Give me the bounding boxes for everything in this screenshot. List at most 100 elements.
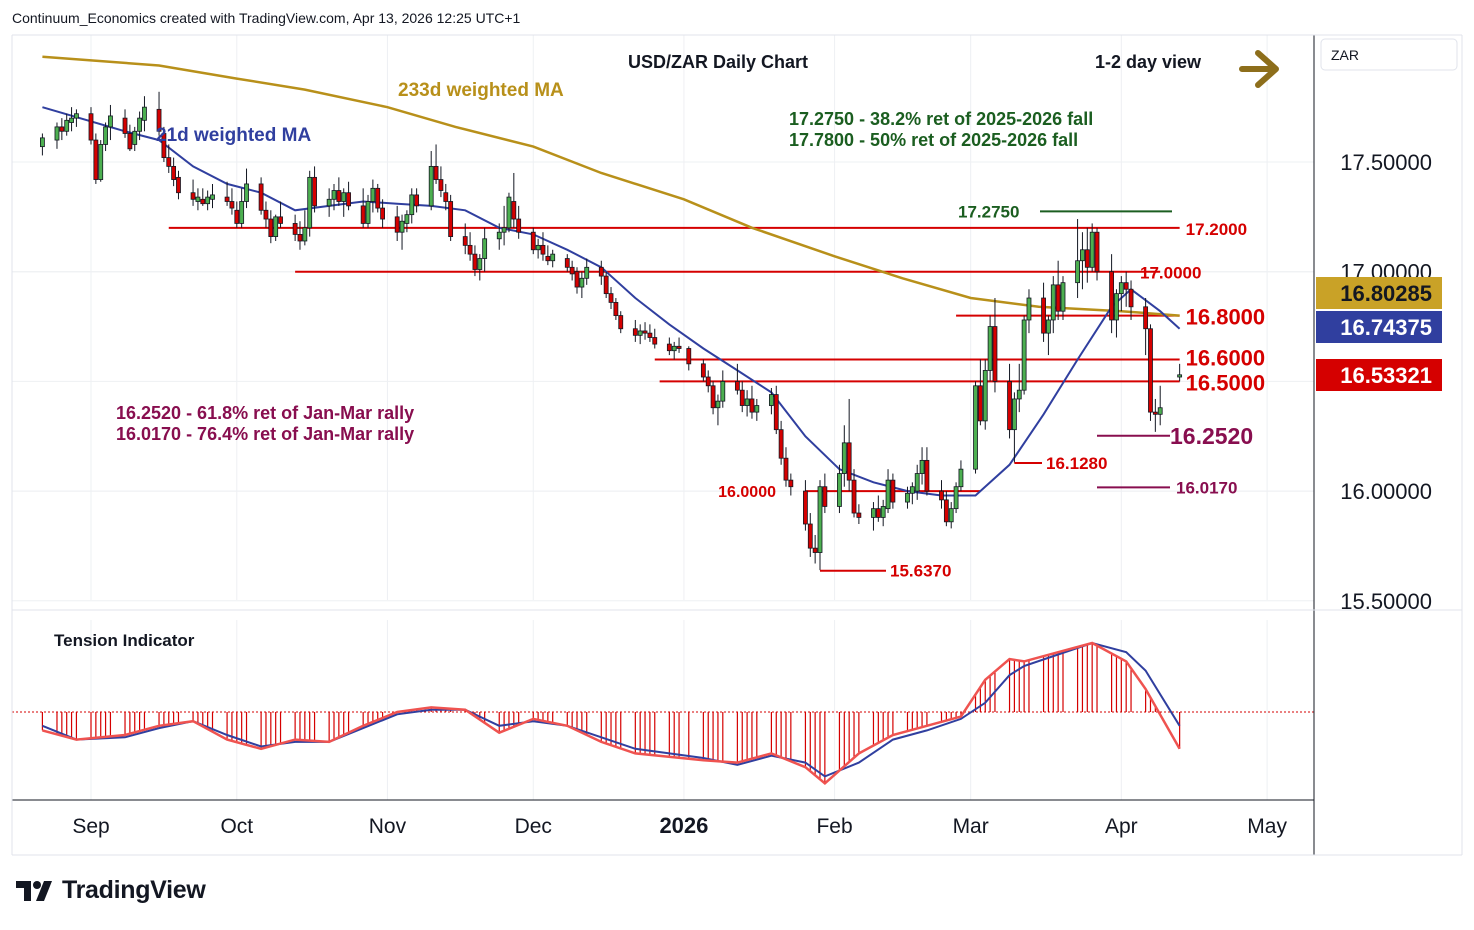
candle bbox=[394, 205, 400, 241]
candle bbox=[326, 188, 332, 217]
candle-body bbox=[749, 398, 755, 413]
chart-attribution: Continuum_Economics created with Trading… bbox=[12, 10, 521, 26]
candle-body bbox=[234, 209, 240, 224]
tension-fast-line bbox=[42, 641, 1181, 785]
candle-body bbox=[307, 176, 313, 229]
ma233-line bbox=[42, 55, 1180, 317]
candle bbox=[108, 104, 113, 141]
candle-body bbox=[428, 165, 434, 207]
candle bbox=[603, 271, 609, 299]
candle-body bbox=[88, 113, 94, 141]
x-tick-label: Dec bbox=[515, 815, 552, 838]
candle-body bbox=[890, 479, 896, 503]
y-tick-label: 16.00000 bbox=[1340, 479, 1432, 504]
candle bbox=[59, 118, 65, 141]
candle-body bbox=[739, 389, 745, 406]
fib-note-green: 17.7800 - 50% ret of 2025-2026 fall bbox=[789, 130, 1078, 150]
candle bbox=[142, 96, 147, 132]
candle-body bbox=[880, 506, 886, 518]
candle bbox=[278, 201, 283, 228]
candle bbox=[443, 183, 449, 211]
candle bbox=[671, 341, 677, 360]
candle bbox=[749, 385, 755, 419]
candle-body bbox=[438, 179, 444, 191]
candle bbox=[817, 480, 823, 571]
candle bbox=[1118, 276, 1124, 312]
level-label: 17.0000 bbox=[1140, 264, 1201, 283]
candle-body bbox=[788, 479, 794, 488]
candle-body bbox=[224, 196, 230, 202]
level-label: 16.8000 bbox=[1186, 305, 1266, 330]
candle-body bbox=[1007, 380, 1012, 431]
candle bbox=[841, 425, 847, 487]
candle bbox=[642, 322, 648, 340]
candle-body bbox=[506, 196, 512, 229]
candle bbox=[331, 183, 337, 211]
candle-body bbox=[1177, 374, 1183, 378]
candle-body bbox=[686, 348, 692, 365]
candle bbox=[258, 177, 264, 215]
candle bbox=[574, 267, 580, 294]
candle-body bbox=[875, 508, 881, 518]
candle-body bbox=[1080, 249, 1085, 262]
candle bbox=[948, 502, 954, 529]
candle bbox=[268, 210, 274, 244]
candle-body bbox=[331, 190, 337, 200]
candle bbox=[380, 199, 386, 228]
candle-body bbox=[137, 117, 143, 132]
candle bbox=[905, 486, 910, 509]
candle-body bbox=[608, 293, 614, 303]
candle-body bbox=[637, 330, 643, 336]
tradingview-logo[interactable]: TradingView bbox=[16, 876, 206, 905]
candle bbox=[506, 192, 512, 233]
candle bbox=[676, 337, 682, 353]
candle-body bbox=[987, 326, 993, 371]
candle-body bbox=[166, 157, 172, 167]
currency-label: ZAR bbox=[1331, 47, 1359, 63]
candle bbox=[846, 398, 852, 492]
candle-body bbox=[705, 376, 711, 387]
candle bbox=[1094, 227, 1100, 281]
candle bbox=[224, 181, 230, 206]
candle-body bbox=[584, 266, 590, 279]
candle-body bbox=[156, 108, 162, 132]
fib-note-purple: 16.0170 - 76.4% ret of Jan-Mar rally bbox=[116, 424, 414, 444]
fib-note-purple: 16.2520 - 61.8% ret of Jan-Mar rally bbox=[116, 403, 414, 423]
candle-body bbox=[1089, 231, 1095, 268]
candle-body bbox=[142, 106, 147, 121]
candle bbox=[1041, 282, 1046, 342]
candle-body bbox=[54, 126, 60, 141]
level-label: 16.0000 bbox=[718, 484, 776, 501]
candle-body bbox=[822, 486, 828, 507]
candle-body bbox=[1046, 319, 1051, 334]
candle bbox=[360, 188, 366, 228]
x-tick-label: Oct bbox=[220, 815, 253, 838]
candle bbox=[171, 157, 177, 187]
candle bbox=[837, 464, 842, 514]
candle bbox=[598, 260, 604, 285]
candle bbox=[783, 447, 789, 487]
candle-body bbox=[885, 479, 891, 510]
candle bbox=[778, 420, 784, 465]
view-label: 1-2 day view bbox=[1095, 52, 1202, 72]
candle bbox=[584, 258, 590, 285]
candle-body bbox=[1143, 306, 1149, 330]
candle bbox=[909, 482, 915, 505]
candle bbox=[54, 122, 60, 149]
candle-body bbox=[812, 547, 818, 553]
candle-body bbox=[754, 405, 760, 413]
candle-body bbox=[710, 385, 716, 409]
candle-body bbox=[647, 332, 653, 338]
candle bbox=[176, 170, 181, 200]
level-label: 16.5000 bbox=[1186, 370, 1266, 395]
candle-body bbox=[365, 201, 371, 224]
candle-body bbox=[769, 394, 774, 406]
candle bbox=[341, 188, 347, 217]
candle-body bbox=[516, 218, 522, 233]
candle bbox=[647, 324, 653, 342]
candle-body bbox=[297, 234, 303, 242]
candle bbox=[871, 502, 876, 531]
candle bbox=[710, 381, 716, 415]
